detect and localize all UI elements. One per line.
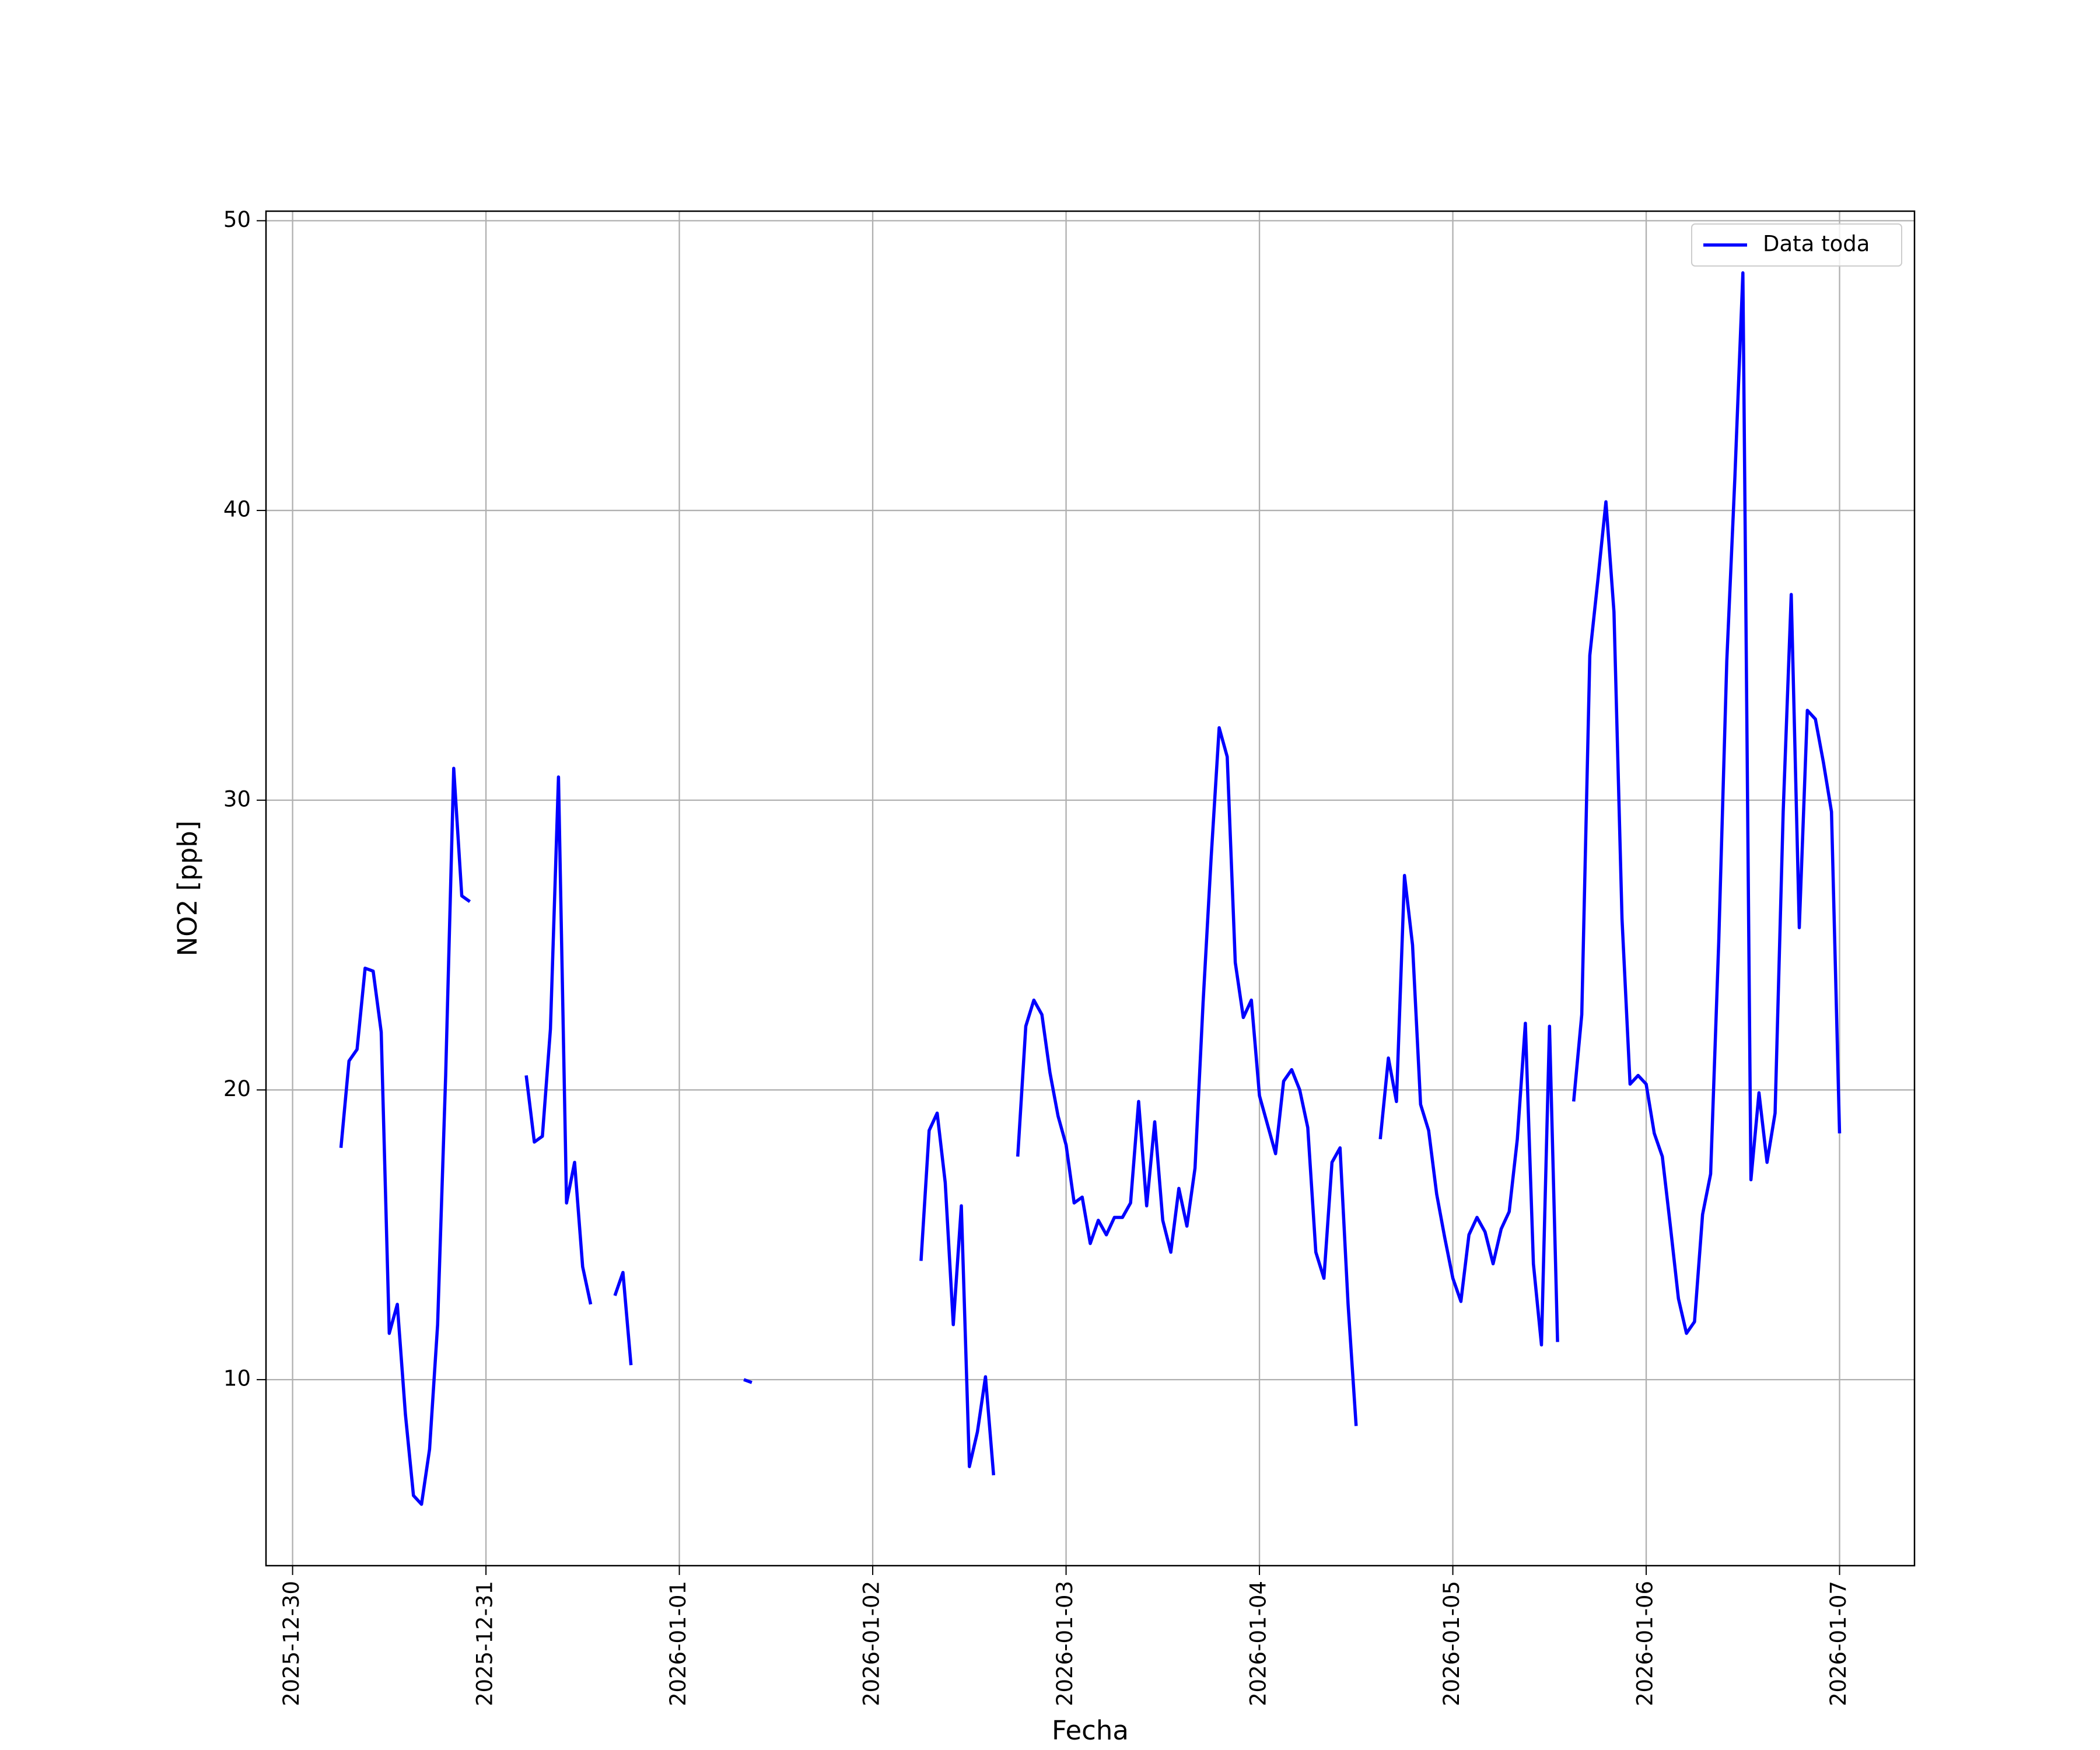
x-tick-label: 2026-01-04 [1246,1581,1271,1706]
data-line [339,766,471,1506]
x-tick-label: 2025-12-31 [473,1581,498,1706]
plot-frame [265,210,1916,1567]
data-line [1016,726,1358,1426]
data-line [1572,271,1842,1335]
data-line [743,1378,752,1384]
data-line [613,1270,633,1366]
y-tick-label: 50 [223,207,251,232]
x-tick-label: 2025-12-30 [279,1581,304,1706]
y-tick-label: 30 [223,786,251,811]
y-tick-label: 40 [223,497,251,522]
x-tick-label: 2026-01-02 [859,1581,884,1706]
legend-label: Data toda [1763,232,1870,257]
data-line [524,775,593,1305]
data-line [1378,874,1559,1347]
y-tick-label: 10 [223,1366,251,1391]
data-line [919,1111,996,1476]
x-axis-label: Fecha [1052,1715,1129,1746]
x-tick-label: 2026-01-07 [1826,1581,1851,1706]
legend-box [1691,223,1902,267]
x-tick-label: 2026-01-03 [1052,1581,1077,1706]
x-tick-label: 2026-01-01 [666,1581,691,1706]
x-tick-label: 2026-01-06 [1633,1581,1658,1706]
x-tick-label: 2026-01-05 [1439,1581,1464,1706]
y-tick-label: 20 [223,1076,251,1101]
y-axis-label: NO2 [ppb] [172,821,203,957]
